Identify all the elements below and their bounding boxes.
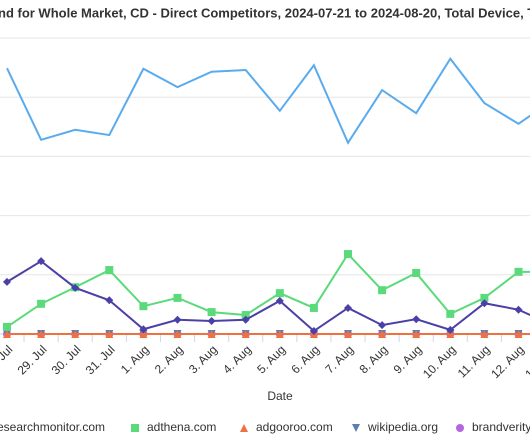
data-point <box>412 330 421 338</box>
legend-marker <box>456 424 464 432</box>
legend-label: adthena.com <box>147 420 216 434</box>
x-tick-label: 1. Aug <box>118 342 152 376</box>
x-tick-label: 7. Aug <box>322 342 356 376</box>
x-tick-label: 31. Jul <box>83 342 118 377</box>
x-tick-label: 13. Aug <box>522 342 530 381</box>
x-tick-label: 30. Jul <box>49 342 84 377</box>
data-point <box>446 309 455 318</box>
data-point <box>173 315 182 324</box>
data-point <box>37 299 46 308</box>
data-point <box>412 315 421 324</box>
data-point <box>241 330 250 338</box>
data-point <box>173 293 182 302</box>
data-point <box>514 305 523 314</box>
series-line <box>6 259 530 333</box>
data-point <box>105 266 114 275</box>
x-tick-label: 29. Jul <box>15 342 50 377</box>
data-point <box>207 316 216 325</box>
data-point <box>241 315 250 324</box>
data-point <box>309 303 318 312</box>
data-point <box>378 321 387 330</box>
data-point <box>275 330 284 338</box>
legend-marker <box>352 424 360 432</box>
x-tick-label: 12. Aug <box>488 342 527 381</box>
data-point <box>412 269 421 278</box>
x-tick-label: 11. Aug <box>455 342 493 380</box>
data-point <box>344 303 352 312</box>
data-point <box>241 311 250 320</box>
data-point <box>139 330 148 338</box>
data-point <box>207 330 216 338</box>
chart-title: nd for Whole Market, CD - Direct Competi… <box>0 5 530 20</box>
legend-label: thesearchmonitor.com <box>0 420 105 434</box>
data-point <box>480 299 489 308</box>
data-point <box>37 257 46 266</box>
data-point <box>173 330 182 338</box>
data-point <box>480 293 489 302</box>
data-point <box>3 277 11 286</box>
legend-label: brandverity.com <box>472 420 530 434</box>
data-point <box>480 330 489 338</box>
x-tick-label: 10. Aug <box>420 342 459 381</box>
x-tick-label: 3. Aug <box>186 342 220 376</box>
series-line <box>6 56 530 145</box>
data-point <box>71 330 80 338</box>
data-point <box>344 330 352 338</box>
x-tick-label: 6. Aug <box>288 342 322 376</box>
x-axis-label: Date <box>267 389 293 403</box>
data-point <box>378 286 387 295</box>
data-point <box>446 330 455 338</box>
data-point <box>37 330 46 338</box>
data-point <box>344 250 352 259</box>
data-point <box>139 302 148 311</box>
data-point <box>309 327 318 336</box>
data-point <box>71 283 80 292</box>
x-tick-label: 28. Jul <box>0 342 15 377</box>
data-point <box>275 289 284 298</box>
data-point <box>3 322 11 331</box>
x-tick-label: 5. Aug <box>254 342 288 376</box>
legend-label: wikipedia.org <box>367 420 438 434</box>
data-point <box>105 296 114 305</box>
data-point <box>514 267 523 276</box>
data-point <box>514 330 523 338</box>
data-point <box>3 330 11 338</box>
x-tick-label: 2. Aug <box>152 342 186 376</box>
legend-label: adgooroo.com <box>256 420 333 434</box>
data-point <box>275 296 284 305</box>
data-point <box>207 308 216 317</box>
legend-marker <box>240 424 248 432</box>
data-point <box>139 325 148 334</box>
data-point <box>446 325 455 334</box>
data-point <box>378 330 387 338</box>
data-point <box>105 330 114 338</box>
legend-marker <box>131 424 139 432</box>
x-tick-label: 4. Aug <box>220 342 254 376</box>
x-tick-label: 8. Aug <box>357 342 391 376</box>
